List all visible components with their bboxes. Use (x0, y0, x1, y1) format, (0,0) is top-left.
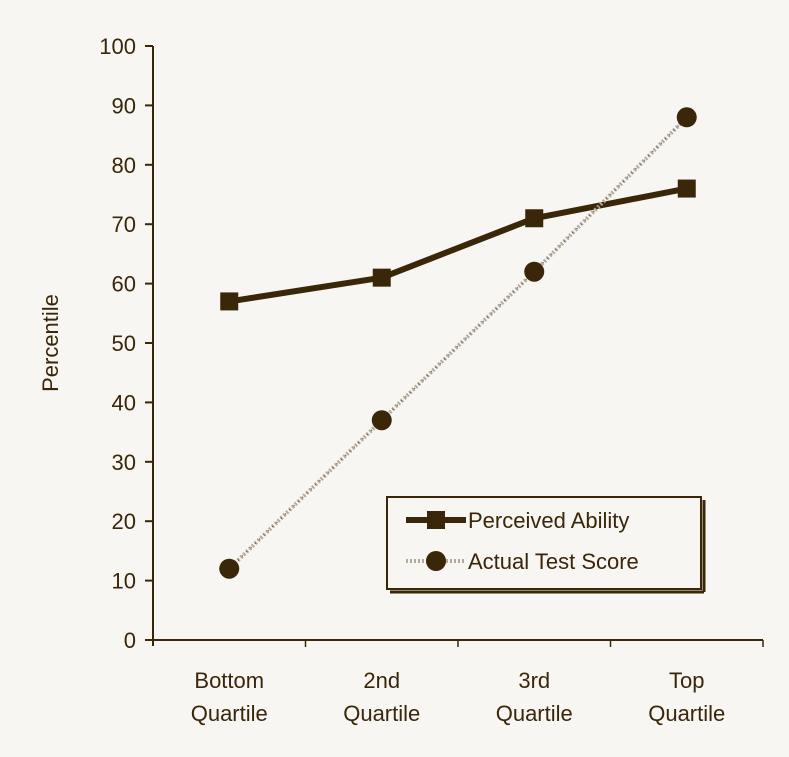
y-tick-label: 50 (112, 331, 136, 356)
y-tick-label: 60 (112, 272, 136, 297)
y-tick-label: 0 (124, 628, 136, 653)
y-tick-label: 30 (112, 450, 136, 475)
circle-marker-icon (676, 107, 697, 128)
y-tick-label: 40 (112, 390, 136, 415)
circle-marker-icon (371, 410, 392, 431)
y-axis-title: Percentile (38, 294, 63, 392)
y-tick-label: 90 (112, 93, 136, 118)
series-line (228, 185, 688, 305)
legend-label-perceived-ability: Perceived Ability (468, 508, 629, 533)
series-actual-test-score (219, 107, 697, 579)
square-marker-icon (372, 268, 391, 287)
x-category-label: Quartile (343, 701, 420, 726)
x-category-label: Quartile (191, 701, 268, 726)
circle-marker-icon (524, 261, 545, 282)
x-category-label: Quartile (648, 701, 725, 726)
legend-circle-icon (426, 551, 446, 571)
x-category-label: Top (669, 668, 704, 693)
legend: Perceived Ability Actual Test Score (386, 496, 706, 594)
x-category-label: 3rd (518, 668, 550, 693)
axes: 0 10 20 30 40 50 60 70 80 90 100 Bottom Quartile 2nd Q… (38, 34, 764, 726)
y-tick-label: 20 (112, 509, 136, 534)
legend-label-actual-test-score: Actual Test Score (468, 549, 639, 574)
x-category-label: 2nd (363, 668, 400, 693)
series-perceived-ability (220, 179, 696, 311)
circle-marker-icon (219, 558, 240, 579)
x-category-label: Quartile (496, 701, 573, 726)
y-tick-label: 10 (112, 569, 136, 594)
square-marker-icon (677, 179, 696, 198)
x-category-label: Bottom (194, 668, 264, 693)
square-marker-icon (525, 209, 544, 228)
square-marker-icon (220, 292, 239, 311)
y-tick-label: 80 (112, 153, 136, 178)
series-line-texture (228, 116, 688, 570)
y-tick-label: 70 (112, 212, 136, 237)
legend-square-icon (427, 511, 445, 529)
y-tick-label: 100 (99, 34, 136, 59)
